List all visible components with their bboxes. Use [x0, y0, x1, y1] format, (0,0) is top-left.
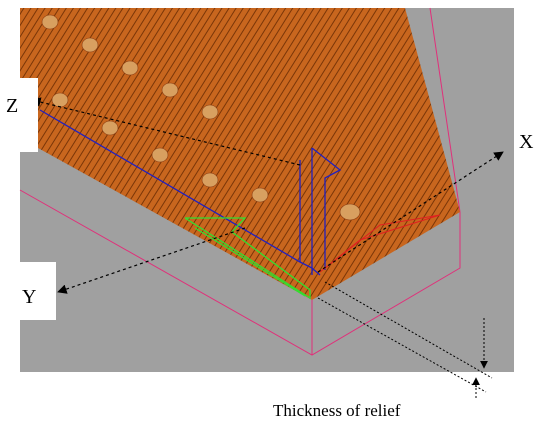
bump: [252, 188, 268, 202]
bump: [340, 204, 360, 220]
bump: [162, 83, 178, 97]
bump: [202, 173, 218, 187]
bump: [82, 38, 98, 52]
page: Z Y X Thickness of relief (() => { const…: [0, 0, 541, 425]
bump: [202, 105, 218, 119]
y-label: Y: [22, 286, 36, 308]
figure: Z Y X Thickness of relief: [0, 0, 541, 425]
thickness-label: Thickness of relief: [273, 401, 401, 420]
bump: [102, 121, 118, 135]
bump: [152, 148, 168, 162]
z-label: Z: [6, 95, 18, 117]
bump: [122, 61, 138, 75]
bump: [42, 15, 58, 29]
x-label: X: [519, 131, 534, 153]
